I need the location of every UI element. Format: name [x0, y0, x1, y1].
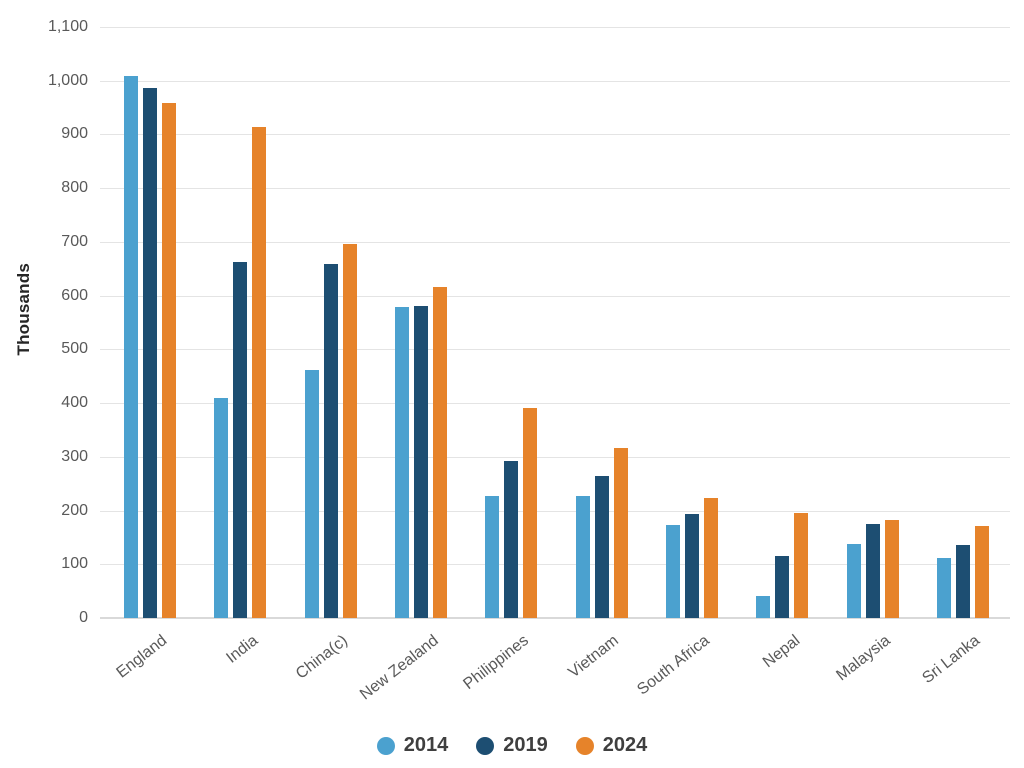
legend-label-2019: 2019 — [503, 734, 548, 756]
y-tick-label-400: 400 — [61, 394, 88, 412]
gridline-100 — [100, 564, 1010, 566]
bar-2024-india[interactable] — [252, 127, 267, 618]
bar-2024-england[interactable] — [162, 103, 176, 618]
x-cat-label-nepal: Nepal — [759, 632, 803, 672]
legend-marker-2014-icon — [376, 736, 395, 755]
y-tick-label-200: 200 — [61, 501, 88, 519]
bar-2019-china-c[interactable] — [323, 264, 338, 618]
bar-2024-philippines[interactable] — [523, 408, 538, 618]
legend-item-2014[interactable]: 2014 — [376, 734, 449, 757]
y-tick-label-1-000: 1,000 — [47, 71, 88, 89]
x-cat-label-china-c: China(c) — [293, 632, 352, 683]
y-tick-label-300: 300 — [61, 447, 88, 465]
bar-2014-sri-lanka[interactable] — [937, 558, 951, 618]
bar-2019-south-africa[interactable] — [685, 514, 699, 618]
y-tick-label-800: 800 — [61, 179, 88, 197]
gridline-1000 — [100, 80, 1010, 82]
bar-2024-malaysia[interactable] — [884, 520, 899, 618]
x-cat-label-new-zealand: New Zealand — [356, 632, 442, 704]
y-tick-label-900: 900 — [61, 125, 88, 143]
gridline-1100 — [100, 27, 1010, 28]
legend: 2014 2019 2024 — [0, 734, 1024, 757]
bar-2019-malaysia[interactable] — [865, 524, 880, 618]
bar-2014-england[interactable] — [124, 76, 138, 618]
y-tick-label-100: 100 — [61, 555, 88, 573]
legend-marker-2019-icon — [476, 736, 495, 755]
y-tick-label-700: 700 — [61, 232, 88, 250]
bar-2024-south-africa[interactable] — [704, 498, 718, 618]
x-cat-label-south-africa: South Africa — [634, 632, 713, 699]
gridline-600 — [100, 295, 1010, 297]
x-cat-label-malaysia: Malaysia — [832, 632, 894, 685]
bar-2019-new-zealand[interactable] — [414, 306, 428, 618]
gridline-200 — [100, 510, 1010, 512]
x-cat-label-vietnam: Vietnam — [565, 632, 623, 682]
gridline-500 — [100, 349, 1010, 351]
bar-2024-new-zealand[interactable] — [433, 287, 447, 618]
bar-2019-nepal[interactable] — [775, 556, 790, 618]
legend-label-2024: 2024 — [602, 734, 648, 756]
y-tick-label-1-100: 1,100 — [47, 18, 88, 35]
x-cat-label-sri-lanka: Sri Lanka — [919, 632, 984, 688]
gridline-300 — [100, 456, 1010, 458]
bar-2024-sri-lanka[interactable] — [975, 526, 989, 618]
bar-2014-philippines[interactable] — [485, 496, 500, 618]
bar-2019-england[interactable] — [143, 88, 157, 618]
legend-marker-2024-icon — [575, 736, 594, 755]
legend-label-2014: 2014 — [403, 734, 449, 756]
gridline-700 — [100, 241, 1010, 243]
x-axis-baseline — [100, 617, 1010, 619]
bar-2014-south-africa[interactable] — [666, 525, 680, 618]
bar-2014-china-c[interactable] — [304, 370, 319, 618]
bar-2014-india[interactable] — [214, 398, 229, 618]
y-tick-label-600: 600 — [61, 286, 88, 304]
bar-2019-sri-lanka[interactable] — [956, 545, 970, 618]
gridline-800 — [100, 188, 1010, 190]
bar-2019-india[interactable] — [233, 262, 248, 618]
x-cat-label-philippines: Philippines — [460, 632, 532, 694]
gridline-400 — [100, 403, 1010, 405]
legend-item-2019[interactable]: 2019 — [476, 734, 548, 757]
bar-2019-philippines[interactable] — [504, 461, 519, 618]
legend-item-2024[interactable]: 2024 — [575, 734, 648, 757]
bar-2014-malaysia[interactable] — [846, 544, 861, 618]
x-cat-label-india: India — [222, 632, 261, 667]
x-cat-label-england: England — [113, 632, 171, 682]
gridline-900 — [100, 134, 1010, 136]
bar-2024-china-c[interactable] — [342, 244, 357, 618]
bar-2014-vietnam[interactable] — [575, 496, 590, 618]
bar-2024-vietnam[interactable] — [613, 448, 628, 618]
bar-2019-vietnam[interactable] — [594, 476, 609, 618]
bar-2014-nepal[interactable] — [756, 596, 771, 618]
bar-2014-new-zealand[interactable] — [395, 307, 409, 618]
y-tick-label-0: 0 — [79, 609, 88, 626]
bar-2024-nepal[interactable] — [794, 513, 809, 618]
y-tick-label-500: 500 — [61, 340, 88, 358]
